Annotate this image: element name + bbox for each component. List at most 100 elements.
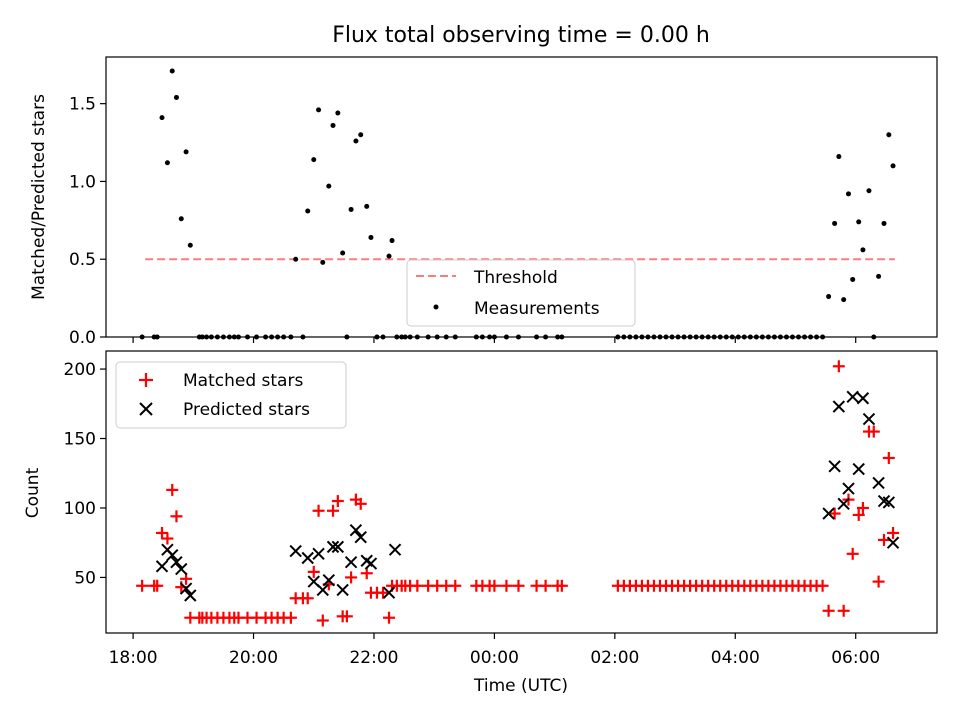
- matched-stars-point: [377, 586, 389, 599]
- matched-stars-point: [316, 614, 329, 627]
- measurement-point: [311, 157, 317, 163]
- predicted-stars-point: [856, 392, 870, 405]
- predicted-stars-point: [828, 460, 841, 473]
- predicted-stars-point: [382, 586, 396, 599]
- predicted-stars-point: [832, 400, 846, 413]
- predicted-stars-point: [326, 540, 340, 554]
- ratio-y-tick-label: 1.5: [69, 95, 96, 115]
- matched-stars-point: [327, 504, 340, 517]
- matched-stars-point: [136, 579, 149, 592]
- measurement-point: [358, 132, 364, 138]
- predicted-stars-point: [322, 574, 336, 587]
- matched-stars-point: [170, 510, 183, 523]
- matched-stars-point: [312, 504, 325, 517]
- ratio-x-ticks: [132, 337, 857, 343]
- ratio-panel: 0.0 0.5 1.0 1.5 Matched/Predicted stars Thr…: [29, 56, 938, 348]
- chart-title: Flux total observing time = 0.00 h: [332, 23, 710, 48]
- predicted-stars-point: [301, 551, 314, 565]
- ratio-y-tick-label: 0.0: [69, 328, 96, 348]
- predicted-stars-point: [837, 497, 850, 511]
- matched-stars-point: [512, 579, 525, 592]
- x-tick-label: 22:00: [349, 648, 398, 668]
- measurement-point: [866, 188, 872, 194]
- matched-stars-point: [166, 483, 179, 496]
- predicted-stars-point: [822, 507, 835, 520]
- count-y-tick-label: 150: [64, 430, 96, 450]
- matched-stars-point: [816, 579, 829, 592]
- measurement-point: [856, 219, 862, 225]
- predicted-legend-swatch: [139, 402, 153, 416]
- matched-stars-point: [411, 579, 424, 592]
- matched-stars-point: [539, 579, 552, 592]
- matched-stars-point: [878, 533, 891, 546]
- measurement-point: [353, 138, 359, 144]
- matched-legend-swatch: [139, 373, 153, 387]
- matched-stars-point: [887, 526, 900, 539]
- count-x-ticks: 18:00 20:00 22:00 00:00 02:00 04:00 06:00: [109, 633, 880, 668]
- matched-stars-point: [488, 579, 501, 592]
- matched-stars-point: [449, 579, 462, 592]
- predicted-stars-point: [388, 543, 402, 556]
- matched-stars-point: [360, 567, 373, 580]
- measurements-legend-label: Measurements: [474, 299, 600, 319]
- predicted-stars-point: [155, 560, 169, 573]
- predicted-stars-point: [166, 548, 179, 562]
- predicted-stars-point: [842, 482, 855, 495]
- matched-stars-point: [340, 610, 353, 623]
- ratio-y-ticks: 0.0 0.5 1.0 1.5: [69, 95, 106, 348]
- matched-stars-point: [307, 565, 320, 578]
- measurement-point: [330, 122, 336, 128]
- measurement-point: [173, 94, 179, 100]
- measurement-point: [326, 183, 332, 189]
- matched-stars-point: [828, 507, 841, 520]
- predicted-stars-point: [872, 476, 885, 490]
- count-panel: 50 100 150 200 18:00 20:00 22:00 00:00 02:00 04:…: [23, 350, 938, 696]
- measurement-point: [389, 238, 395, 244]
- measurement-point: [364, 203, 370, 209]
- predicted-stars-point: [349, 523, 363, 537]
- measurement-point: [348, 206, 354, 212]
- predicted-stars-point: [175, 562, 188, 576]
- matched-stars-point: [867, 425, 880, 438]
- predicted-stars-point: [170, 555, 183, 569]
- predicted-stars-point: [179, 582, 193, 595]
- predicted-stars-point: [852, 462, 865, 476]
- x-tick-label: 06:00: [831, 648, 880, 668]
- matched-stars-point: [331, 495, 344, 508]
- threshold-legend-label: Threshold: [473, 268, 558, 288]
- count-y-tick-label: 50: [74, 568, 96, 588]
- measurement-point: [187, 242, 193, 248]
- measurement-point: [826, 294, 832, 300]
- predicted-stars-point: [184, 589, 197, 602]
- matched-stars-point: [555, 579, 568, 592]
- matched-stars-point: [837, 604, 850, 617]
- measurement-point: [316, 107, 322, 113]
- measurement-point: [169, 68, 175, 74]
- predicted-stars-point: [354, 530, 367, 544]
- predicted-stars-point: [862, 412, 876, 426]
- predicted-stars-point: [331, 540, 345, 554]
- matched-stars-point: [151, 579, 164, 592]
- matched-stars-point: [345, 571, 358, 584]
- predicted-stars-point: [886, 536, 900, 549]
- measurement-point: [183, 149, 189, 155]
- predicted-stars-point: [364, 557, 378, 570]
- matched-stars-point: [822, 604, 835, 617]
- measurement-point: [881, 220, 887, 226]
- predicted-stars-point: [336, 583, 349, 597]
- measurement-point: [178, 216, 184, 222]
- x-tick-label: 02:00: [590, 648, 639, 668]
- predicted-stars-point: [882, 496, 896, 509]
- measurements-legend-swatch: [433, 304, 439, 310]
- measurement-point: [850, 276, 856, 282]
- measurement-point: [386, 253, 392, 259]
- x-tick-label: 00:00: [470, 648, 519, 668]
- measurement-point: [305, 208, 311, 214]
- count-y-ticks: 50 100 150 200: [64, 360, 106, 588]
- x-tick-label: 18:00: [109, 648, 158, 668]
- matched-stars-point: [856, 501, 869, 514]
- predicted-stars-point: [312, 547, 325, 561]
- matched-stars-point: [284, 611, 297, 624]
- measurement-point: [886, 132, 892, 138]
- measurement-point: [159, 115, 165, 121]
